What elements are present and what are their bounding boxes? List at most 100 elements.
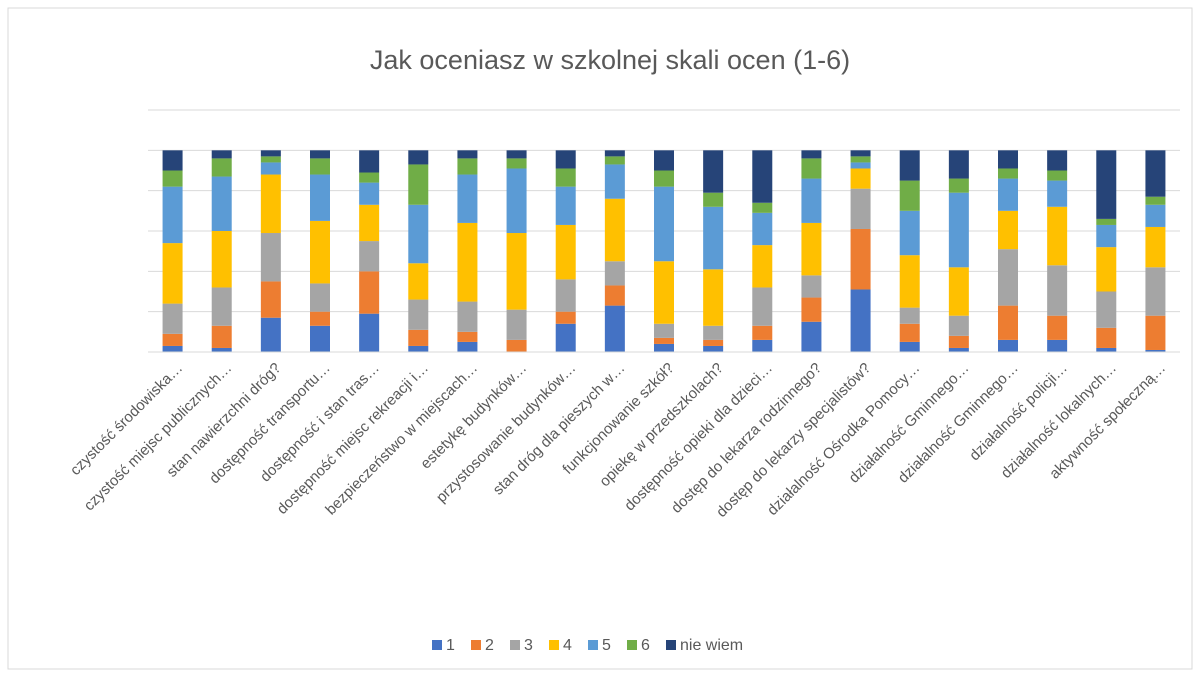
bar-segment: [1145, 315, 1166, 350]
bar-segment: [654, 150, 674, 171]
bar-segment: [457, 341, 478, 352]
bar-segment: [752, 339, 773, 352]
bar-segment: [211, 287, 232, 326]
bar-segment: [359, 271, 380, 314]
bar-segment: [310, 325, 330, 352]
bar-segment: [899, 307, 920, 324]
bar-segment: [555, 150, 576, 169]
bar-segment: [899, 323, 920, 342]
bar-segment: [703, 150, 724, 193]
bar-segment: [211, 231, 232, 288]
bar-segment: [1145, 267, 1166, 316]
bar-segment: [260, 150, 281, 157]
bar-segment: [604, 198, 625, 262]
bar-segment: [850, 228, 871, 290]
bar-segment: [1096, 247, 1117, 292]
bar-segment: [850, 162, 871, 169]
bar-segment: [457, 174, 478, 223]
chart-border: [7, 7, 1193, 670]
bar-segment: [703, 325, 724, 340]
bar-segment: [899, 341, 920, 352]
bar-segment: [359, 241, 380, 272]
bar-segment: [801, 178, 822, 223]
bar-segment: [555, 311, 576, 324]
bar-segment: [1145, 204, 1166, 227]
bar-segment: [310, 174, 330, 221]
bar-segment: [948, 192, 969, 268]
bar-segment: [359, 204, 380, 242]
bar-segment: [801, 150, 822, 159]
bar-segment: [1047, 150, 1068, 171]
bar-segment: [801, 321, 822, 352]
bar-segment: [998, 305, 1018, 340]
bar-segment: [506, 309, 527, 340]
bar-segment: [211, 325, 232, 348]
bar-segment: [752, 325, 773, 340]
bar-segment: [211, 150, 232, 159]
legend-label: 5: [602, 637, 611, 654]
bar-segment: [654, 337, 674, 344]
bar-segment: [408, 204, 429, 264]
bar-segment: [555, 186, 576, 225]
legend-swatch: [666, 640, 676, 650]
bar-segment: [457, 301, 478, 332]
bar-segment: [998, 150, 1018, 169]
bar-segment: [359, 182, 380, 205]
bar-segment: [1096, 347, 1117, 352]
bar-segment: [260, 233, 281, 282]
bar-segment: [359, 172, 380, 183]
legend-label: 1: [446, 637, 455, 654]
bar-segment: [506, 150, 527, 159]
bar-segment: [948, 347, 969, 352]
bar-segment: [457, 331, 478, 342]
bar-segment: [408, 345, 429, 352]
bar-segment: [948, 315, 969, 336]
legend-swatch: [471, 640, 481, 650]
bar-segment: [162, 186, 183, 244]
bar-segment: [457, 150, 478, 159]
bar-segment: [752, 212, 773, 246]
bar-segment: [211, 176, 232, 231]
bar-segment: [1047, 170, 1068, 181]
bar-segment: [506, 339, 527, 352]
bar-segment: [948, 335, 969, 348]
bar-segment: [408, 150, 429, 165]
bar-segment: [899, 150, 920, 181]
legend-swatch: [588, 640, 598, 650]
bar-segment: [703, 206, 724, 270]
bar-segment: [310, 283, 330, 312]
bar-segment: [948, 150, 969, 179]
bar-segment: [1145, 150, 1166, 197]
bar-segment: [604, 164, 625, 199]
bar-segment: [506, 158, 527, 169]
bar-segment: [1096, 327, 1117, 348]
bar-segment: [359, 313, 380, 352]
bar-segment: [850, 156, 871, 163]
bar-segment: [801, 222, 822, 276]
bar-segment: [211, 158, 232, 177]
bar-segment: [310, 311, 330, 326]
bar-segment: [1047, 315, 1068, 340]
bar-segment: [555, 279, 576, 312]
bar-segment: [752, 287, 773, 326]
bar-segment: [162, 303, 183, 334]
chart-title: Jak oceniasz w szkolnej skali ocen (1-6): [370, 45, 850, 75]
bar-segment: [654, 261, 674, 324]
legend-swatch: [510, 640, 520, 650]
bar-segment: [752, 150, 773, 203]
bar-segment: [604, 261, 625, 286]
bar-segment: [654, 186, 674, 262]
bar-segment: [408, 263, 429, 300]
bar-segment: [506, 168, 527, 234]
bar-segment: [408, 329, 429, 346]
bar-segment: [703, 269, 724, 326]
bar-segment: [457, 158, 478, 175]
bar-segment: [752, 202, 773, 213]
bar-segment: [408, 299, 429, 330]
bar-segment: [604, 150, 625, 157]
bar-segment: [260, 317, 281, 352]
bar-segment: [654, 170, 674, 187]
bar-segment: [801, 297, 822, 322]
bar-segment: [359, 150, 380, 173]
bar-segment: [604, 285, 625, 306]
